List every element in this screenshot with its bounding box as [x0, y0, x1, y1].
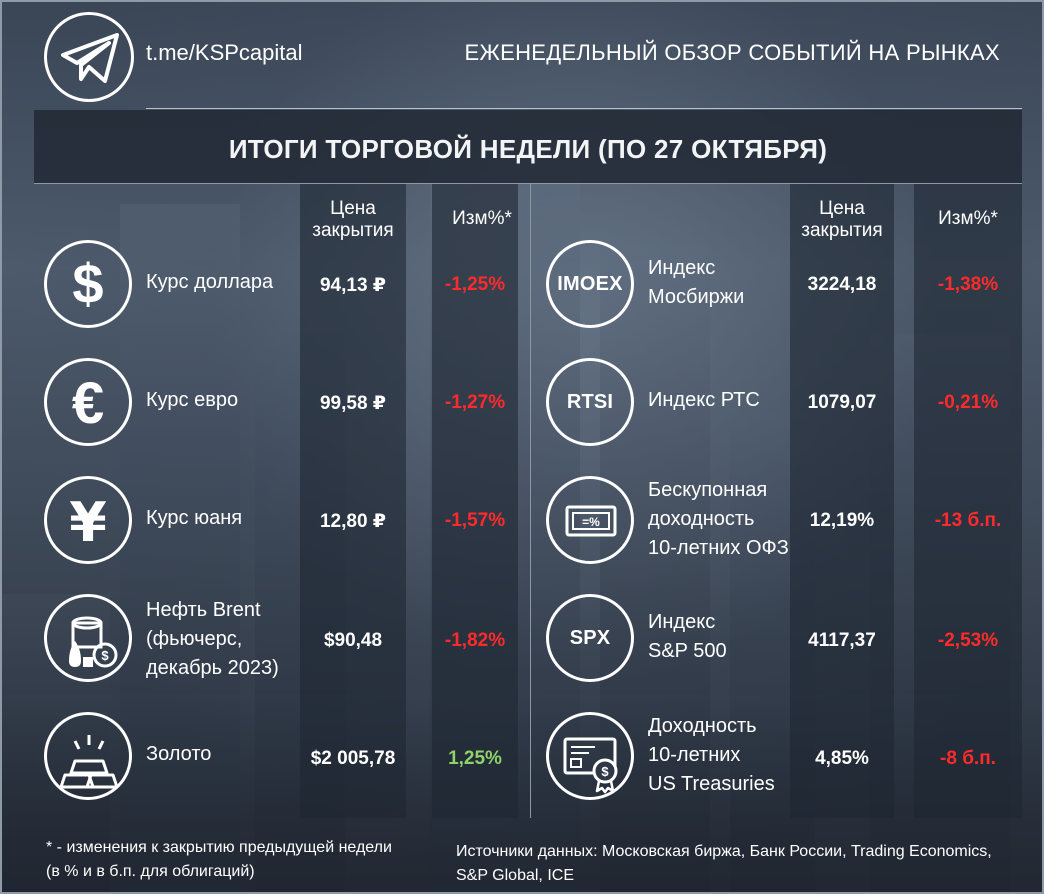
row-change: -2,53% — [937, 630, 999, 651]
row-price: 4,85% — [815, 748, 869, 769]
spx-icon: SPX — [546, 594, 634, 682]
column-divider — [530, 184, 531, 818]
row-label: Доходность 10-летних US Treasuries — [648, 715, 775, 795]
left-change-header: Изм%* — [452, 208, 512, 229]
imoex-icon: IMOEX — [546, 240, 634, 328]
row-price: $90,48 — [323, 630, 383, 651]
row-change: -1,25% — [444, 274, 506, 295]
row-label: Бескупонная доходность 10-летних ОФЗ — [648, 479, 789, 559]
page-title: ИТОГИ ТОРГОВОЙ НЕДЕЛИ (ПО 27 ОКТЯБРЯ) — [228, 134, 828, 164]
left-price-header: Цена закрытия — [312, 198, 394, 241]
svg-text:=%: =% — [582, 515, 600, 529]
right-price-column-band — [790, 184, 894, 818]
svg-text:¥: ¥ — [69, 491, 107, 554]
row-label: Индекс Мосбиржи — [648, 257, 745, 308]
treasury-certificate-icon: $ — [546, 712, 634, 800]
left-price-column-band — [300, 184, 406, 818]
row-change: -8 б.п. — [940, 748, 996, 769]
euro-icon: € — [44, 358, 132, 446]
right-change-header: Изм%* — [938, 208, 998, 229]
svg-text:$: $ — [601, 764, 609, 779]
row-change: -1,38% — [937, 274, 999, 295]
svg-text:€: € — [72, 371, 104, 436]
right-price-header: Цена закрытия — [801, 198, 883, 241]
row-change: 1,25% — [448, 748, 502, 769]
row-change: -13 б.п. — [934, 510, 1002, 531]
dollar-icon: $ — [44, 240, 132, 328]
bond-certificate-icon: =% — [546, 476, 634, 564]
row-change: -1,57% — [444, 510, 506, 531]
row-label: Курс доллара — [146, 271, 274, 293]
telegram-icon[interactable] — [44, 12, 134, 102]
svg-text:$: $ — [72, 252, 103, 315]
rtsi-icon: RTSI — [546, 358, 634, 446]
row-change: -1,27% — [444, 392, 506, 413]
channel-link[interactable]: t.me/KSPcapital — [146, 40, 303, 65]
row-price: 12,80 ₽ — [319, 511, 387, 532]
title-bar: ИТОГИ ТОРГОВОЙ НЕДЕЛИ (ПО 27 ОКТЯБРЯ) — [34, 110, 1022, 184]
svg-text:$: $ — [101, 648, 109, 663]
row-label: Нефть Brent (фьючерс, декабрь 2023) — [146, 599, 279, 679]
row-price: 94,13 ₽ — [319, 275, 387, 296]
row-label: Курс евро — [146, 389, 239, 411]
right-change-column-band — [914, 184, 1022, 818]
data-sources: Источники данных: Московская биржа, Банк… — [456, 843, 992, 884]
header-divider — [146, 108, 1022, 109]
left-change-column-band — [432, 184, 518, 818]
oil-barrel-icon: $ — [44, 594, 132, 682]
row-price: $2 005,78 — [310, 748, 396, 769]
row-label: Курс юаня — [146, 507, 243, 529]
row-price: 3224,18 — [807, 274, 877, 295]
row-price: 1079,07 — [807, 392, 877, 413]
footnote: * - изменения к закрытию предыдущей неде… — [46, 839, 392, 880]
row-price: 4117,37 — [808, 630, 876, 651]
row-change: -1,82% — [444, 630, 506, 651]
header-title: ЕЖЕНЕДЕЛЬНЫЙ ОБЗОР СОБЫТИЙ НА РЫНКАХ — [464, 40, 1000, 65]
gold-bars-icon — [44, 712, 132, 800]
row-price: 99,58 ₽ — [319, 393, 387, 414]
row-label: Индекс S&P 500 — [648, 611, 727, 662]
row-label: Индекс РТС — [648, 389, 760, 411]
row-price: 12,19% — [809, 510, 875, 531]
yuan-icon: ¥ — [44, 476, 132, 564]
row-change: -0,21% — [937, 392, 999, 413]
row-label: Золото — [146, 743, 212, 765]
